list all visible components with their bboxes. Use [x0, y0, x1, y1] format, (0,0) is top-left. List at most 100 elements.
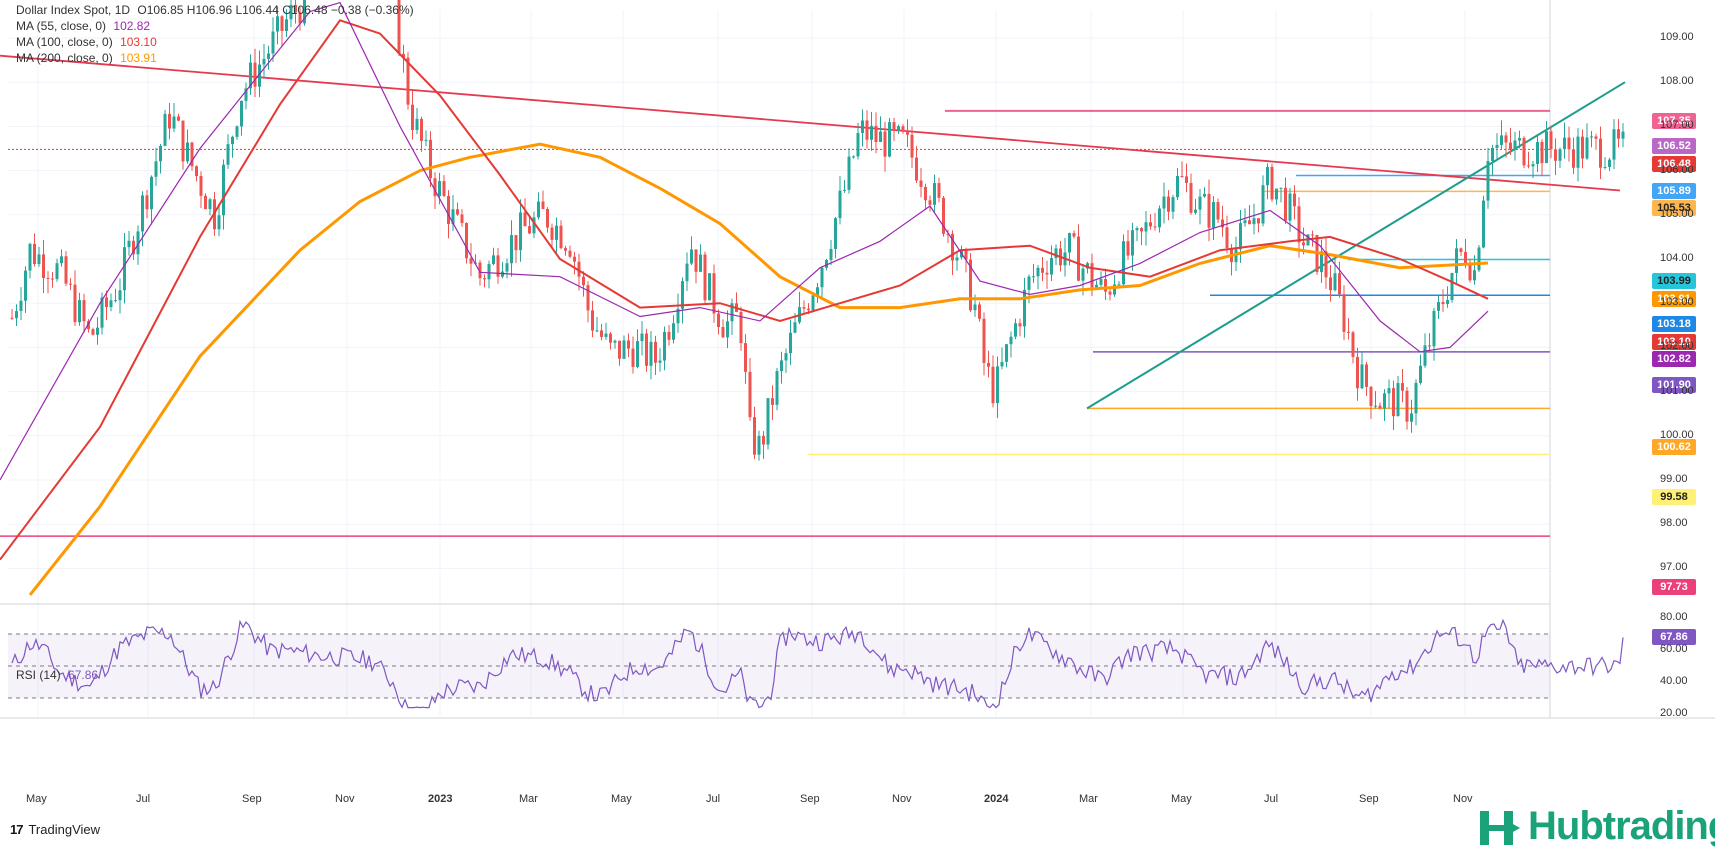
candle [1050, 245, 1053, 282]
candle [856, 122, 860, 160]
candle [1252, 203, 1256, 235]
candle [838, 175, 842, 225]
price-tag-97.73: 97.73 [1652, 579, 1696, 595]
candle [667, 324, 671, 346]
price-tag-103.91: 103.91 [1652, 291, 1696, 307]
candle [46, 271, 50, 294]
candle [1176, 167, 1179, 201]
x-tick-label: 2023 [428, 793, 453, 805]
candle [672, 315, 675, 344]
candle [712, 264, 716, 323]
candle [1581, 129, 1584, 169]
x-tick-label: May [1171, 793, 1192, 805]
candle [105, 290, 108, 321]
symbol-title[interactable]: Dollar Index Spot, 1D [16, 3, 131, 17]
price-tag-99.58: 99.58 [1652, 489, 1696, 505]
candle [465, 222, 468, 264]
candles [10, 0, 1625, 461]
candle [267, 45, 270, 70]
candle [1612, 119, 1616, 170]
tradingview-logo-icon: 17 [10, 822, 24, 837]
candle [28, 242, 32, 279]
x-tick-label: May [26, 793, 47, 805]
legend-ma200[interactable]: MA (200, close, 0) 103.91 [16, 50, 157, 66]
legend-ma55[interactable]: MA (55, close, 0) 102.82 [16, 18, 150, 34]
candle [1428, 333, 1431, 351]
candle [834, 216, 837, 259]
rsi-series-line [11, 618, 1624, 709]
candle [519, 199, 522, 262]
x-tick-label: Jul [706, 793, 721, 805]
candle [1347, 318, 1350, 340]
candle [1005, 343, 1008, 368]
candle [150, 175, 153, 225]
y-tick-label: 100.00 [1660, 428, 1694, 441]
price-tag-100.62: 100.62 [1652, 439, 1696, 455]
candle [766, 398, 770, 450]
candle [636, 329, 639, 369]
candle [1549, 125, 1553, 159]
hubtrading-h-icon [1480, 810, 1520, 845]
candle [1108, 287, 1112, 301]
candle [1365, 361, 1368, 397]
candle [897, 124, 900, 135]
candle [424, 130, 428, 147]
candle [1194, 198, 1197, 215]
candle [1414, 379, 1418, 426]
candle [829, 239, 833, 266]
candle [492, 247, 495, 266]
y-tick-label: 109.00 [1660, 31, 1694, 43]
candle [969, 253, 972, 312]
candle [1450, 272, 1454, 303]
candle [114, 288, 117, 303]
y-tick-label: 105.00 [1660, 207, 1694, 220]
candle [42, 239, 45, 294]
candle [1207, 179, 1211, 242]
candle [933, 174, 936, 213]
candle [1621, 123, 1625, 148]
x-tick-label: Jul [136, 793, 151, 805]
candle [1180, 161, 1184, 178]
candle [928, 195, 932, 212]
candle [717, 309, 720, 335]
candle [1360, 351, 1364, 390]
candle [451, 194, 455, 232]
candle [753, 406, 756, 460]
candle [1500, 120, 1503, 149]
candle [87, 319, 90, 333]
candle [721, 319, 725, 338]
ma55-label: MA (55, close, 0) [16, 19, 107, 33]
candle [1153, 212, 1157, 231]
rsi-tick-label: 60.00 [1660, 643, 1688, 655]
candle [1257, 218, 1260, 233]
candle [1617, 119, 1620, 148]
x-tick-label: Jul [1264, 793, 1279, 805]
candle [1131, 222, 1134, 271]
candle [118, 278, 122, 314]
candle [577, 253, 581, 291]
candle [222, 159, 225, 230]
candle [591, 300, 594, 338]
candle [1599, 126, 1602, 180]
x-tick-label: May [611, 793, 632, 805]
candle [762, 431, 765, 459]
price-tag-107.35: 107.35 [1652, 113, 1696, 129]
candle [708, 272, 711, 301]
ma100-value: 103.10 [120, 35, 157, 49]
candle [240, 100, 243, 136]
candle [1095, 280, 1098, 289]
candle [883, 121, 887, 172]
candle [852, 155, 855, 159]
tradingview-brand[interactable]: 17 TradingView [10, 822, 100, 837]
candle [289, 0, 293, 28]
legend-rsi[interactable]: RSI (14) 67.86 [16, 667, 98, 683]
candle [982, 312, 986, 376]
ma200-label: MA (200, close, 0) [16, 51, 113, 65]
y-tick-label: 103.00 [1660, 296, 1694, 309]
candle [681, 277, 684, 324]
candle [177, 113, 180, 122]
legend-ma100[interactable]: MA (100, close, 0) 103.10 [16, 34, 157, 50]
candle [1468, 258, 1472, 283]
x-tick-label: Mar [519, 793, 538, 805]
